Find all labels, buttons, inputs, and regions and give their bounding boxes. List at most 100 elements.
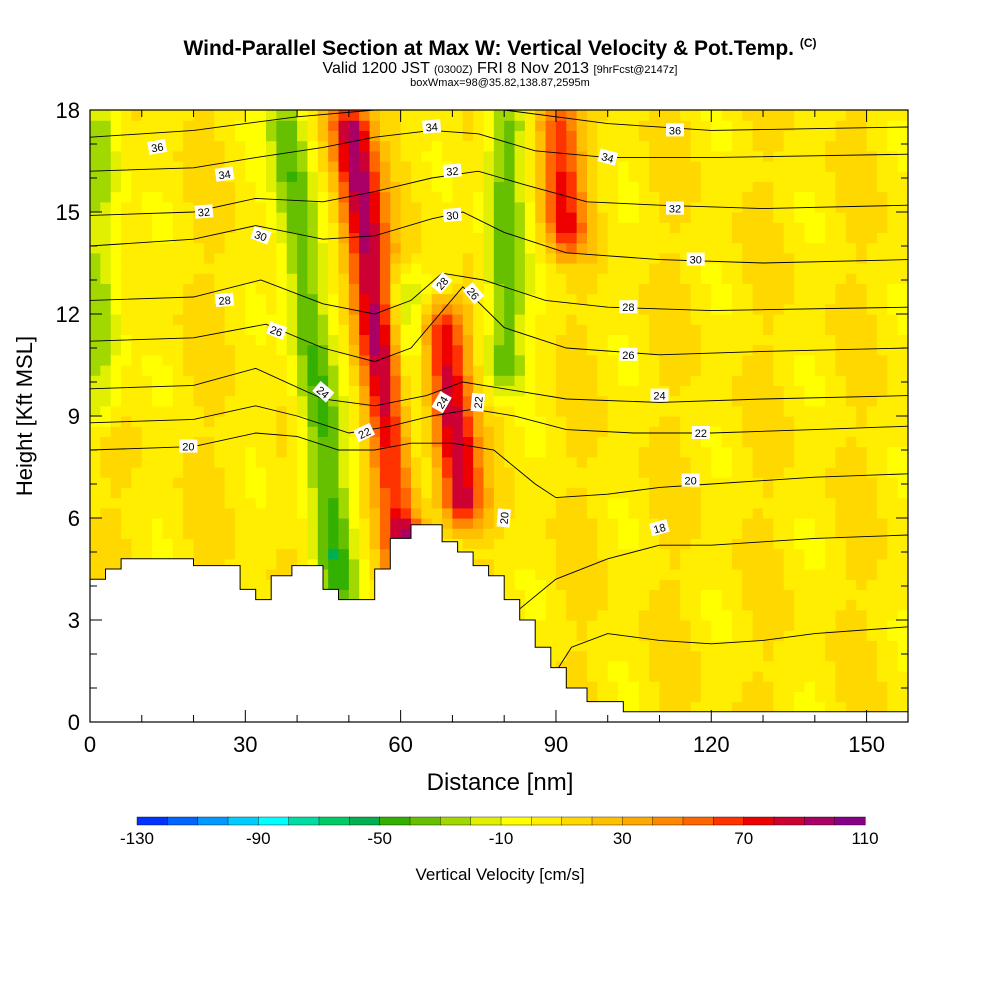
velocity-cell	[307, 344, 319, 356]
velocity-cell	[390, 395, 402, 407]
velocity-cell	[214, 416, 226, 427]
velocity-cell	[183, 232, 195, 244]
velocity-cell	[483, 181, 495, 193]
velocity-cell	[338, 120, 350, 131]
velocity-cell	[462, 130, 474, 142]
velocity-cell	[317, 507, 329, 519]
velocity-cell	[390, 467, 402, 478]
velocity-cell	[328, 558, 340, 570]
velocity-cell	[255, 171, 267, 182]
velocity-cell	[597, 232, 609, 244]
velocity-cell	[804, 130, 816, 142]
velocity-cell	[555, 150, 567, 162]
velocity-cell	[214, 303, 226, 315]
velocity-cell	[255, 467, 267, 478]
velocity-cell	[763, 263, 774, 274]
velocity-cell	[773, 579, 785, 590]
velocity-cell	[721, 609, 733, 621]
velocity-cell	[369, 528, 381, 539]
velocity-cell	[763, 191, 774, 203]
velocity-cell	[545, 446, 557, 458]
velocity-cell	[835, 354, 847, 366]
velocity-cell	[348, 334, 360, 346]
velocity-cell	[214, 324, 226, 335]
velocity-cell	[410, 252, 422, 264]
velocity-cell	[535, 569, 547, 580]
velocity-cell	[794, 640, 806, 652]
velocity-cell	[545, 487, 557, 499]
velocity-cell	[659, 446, 671, 458]
velocity-cell	[638, 467, 650, 478]
velocity-cell	[214, 558, 226, 570]
velocity-cell	[555, 558, 567, 570]
velocity-cell	[162, 222, 174, 233]
velocity-cell	[328, 232, 340, 244]
colorbar-tick-label: 110	[851, 829, 878, 848]
velocity-cell	[266, 405, 277, 417]
velocity-cell	[410, 212, 422, 223]
velocity-cell	[266, 130, 277, 142]
velocity-cell	[514, 477, 526, 488]
velocity-cell	[814, 334, 826, 346]
velocity-cell	[400, 436, 412, 448]
velocity-cell	[214, 344, 226, 356]
velocity-cell	[804, 569, 816, 580]
velocity-cell	[535, 130, 547, 142]
velocity-cell	[203, 191, 215, 203]
velocity-cell	[245, 405, 257, 417]
velocity-cell	[462, 120, 474, 131]
velocity-cell	[618, 405, 630, 417]
velocity-cell	[493, 242, 505, 254]
velocity-cell	[783, 660, 795, 672]
velocity-cell	[752, 385, 764, 397]
velocity-cell	[721, 691, 733, 703]
velocity-cell	[338, 222, 350, 233]
velocity-cell	[597, 293, 609, 305]
velocity-cell	[763, 354, 774, 366]
velocity-cell	[897, 314, 908, 325]
velocity-cell	[245, 507, 257, 519]
velocity-cell	[856, 110, 868, 121]
velocity-cell	[359, 140, 371, 152]
velocity-cell	[131, 507, 143, 519]
velocity-cell	[328, 548, 340, 560]
velocity-cell	[752, 671, 764, 682]
velocity-cell	[462, 456, 474, 468]
velocity-cell	[752, 293, 764, 305]
velocity-cell	[731, 395, 743, 407]
velocity-cell	[400, 110, 412, 121]
velocity-cell	[742, 150, 754, 162]
velocity-cell	[742, 650, 754, 662]
velocity-cell	[700, 650, 712, 662]
velocity-cell	[876, 242, 888, 254]
velocity-cell	[845, 171, 857, 182]
velocity-cell	[731, 569, 743, 580]
velocity-cell	[773, 548, 785, 560]
velocity-cell	[90, 477, 101, 488]
velocity-cell	[121, 446, 133, 458]
velocity-cell	[866, 273, 878, 284]
velocity-cell	[431, 487, 443, 499]
velocity-cell	[773, 518, 785, 529]
velocity-cell	[555, 579, 567, 590]
velocity-cell	[566, 528, 578, 539]
velocity-cell	[638, 181, 650, 193]
velocity-cell	[587, 201, 598, 213]
velocity-cell	[835, 232, 847, 244]
velocity-cell	[887, 212, 899, 223]
velocity-cell	[369, 395, 381, 407]
velocity-cell	[887, 385, 899, 397]
velocity-cell	[680, 314, 692, 325]
velocity-cell	[110, 212, 122, 223]
velocity-cell	[421, 365, 433, 376]
velocity-cell	[328, 528, 340, 539]
velocity-cell	[804, 518, 816, 529]
velocity-cell	[887, 314, 899, 325]
velocity-cell	[731, 293, 743, 305]
velocity-cell	[535, 181, 547, 193]
velocity-cell	[680, 446, 692, 458]
velocity-cell	[514, 456, 526, 468]
velocity-cell	[721, 171, 733, 182]
velocity-cell	[866, 620, 878, 631]
velocity-cell	[514, 324, 526, 335]
